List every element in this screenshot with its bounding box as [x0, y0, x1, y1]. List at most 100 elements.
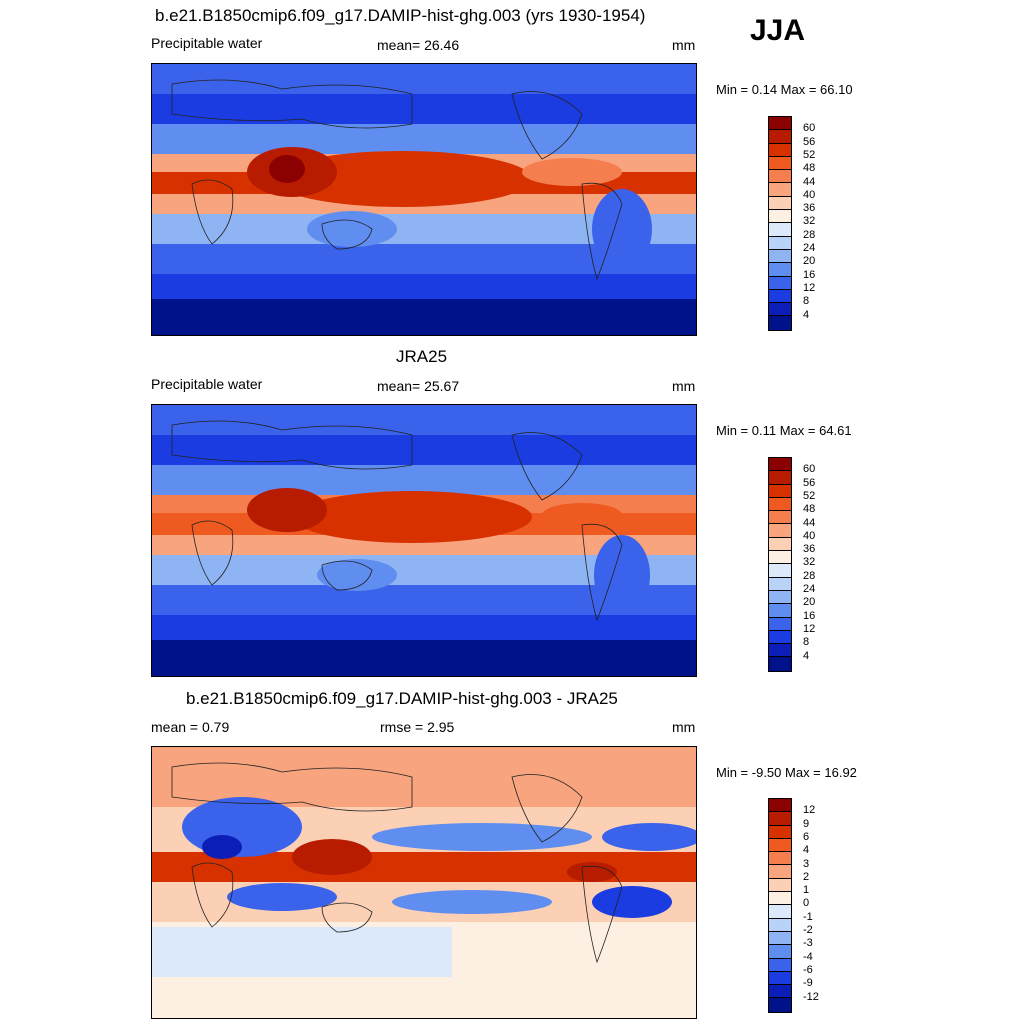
colorbar-label: 28: [803, 569, 816, 582]
colorbar-swatch: [769, 945, 791, 959]
colorbar-swatch: [769, 617, 791, 631]
colorbar-swatch: [769, 838, 791, 853]
colorbar-label: -2: [803, 924, 813, 936]
colorbar-label: -3: [803, 937, 813, 950]
panel2-variable: Precipitable water: [151, 376, 263, 392]
colorbar-label: 56: [803, 476, 816, 489]
panel1-minmax: Min = 0.14 Max = 66.10: [716, 82, 853, 97]
colorbar-swatch: [769, 812, 791, 826]
colorbar-label: 9: [803, 817, 810, 830]
colorbar-swatch: [769, 958, 791, 972]
panel2-mean: mean= 25.67: [377, 378, 460, 394]
colorbar-label: 60: [803, 463, 816, 476]
colorbar-swatch: [769, 604, 791, 618]
colorbar-label: 4: [803, 844, 810, 857]
colorbar-swatch: [769, 918, 791, 932]
colorbar-label: 32: [803, 556, 816, 569]
colorbar-swatch: [769, 263, 791, 277]
panel1-variable: Precipitable water: [151, 35, 263, 51]
colorbar-label: 28: [803, 228, 816, 241]
colorbar-swatch: [769, 577, 791, 591]
panel3-mean: mean = 0.79: [151, 719, 230, 735]
colorbar-swatch: [769, 210, 791, 224]
colorbar-label: 4: [803, 308, 810, 321]
colorbar-label: -12: [803, 990, 819, 1003]
colorbar-swatch: [769, 143, 791, 157]
panel1-title: b.e21.B1850cmip6.f09_g17.DAMIP-hist-ghg.…: [155, 6, 646, 25]
colorbar-label: 4: [803, 649, 810, 662]
colorbar-label: 60: [803, 122, 816, 135]
colorbar-label: 20: [803, 255, 816, 268]
colorbar-swatch: [769, 799, 791, 813]
colorbar-swatch: [769, 117, 791, 131]
colorbar-swatch: [769, 289, 791, 304]
colorbar-label: 52: [803, 148, 816, 161]
panel3-minmax: Min = -9.50 Max = 16.92: [716, 765, 857, 780]
colorbar-swatch: [769, 236, 791, 250]
colorbar-swatch: [769, 458, 791, 472]
colorbar-swatch: [769, 170, 791, 184]
colorbar-label: 44: [803, 516, 816, 529]
panel3-map: [151, 746, 697, 1019]
colorbar-label: 48: [803, 162, 816, 175]
colorbar-label: -6: [803, 963, 813, 976]
colorbar-swatch: [769, 852, 791, 866]
panel2-minmax: Min = 0.11 Max = 64.61: [716, 423, 852, 438]
colorbar-label: 3: [803, 857, 810, 870]
colorbar-swatch: [769, 905, 791, 919]
panel1-colorbar: [768, 116, 792, 331]
colorbar-label: 24: [803, 583, 816, 595]
colorbar-swatch: [769, 998, 791, 1012]
colorbar-swatch: [769, 196, 791, 211]
colorbar-label: 2: [803, 870, 810, 883]
colorbar-label: 48: [803, 503, 816, 516]
colorbar-label: -4: [803, 950, 813, 963]
colorbar-swatch: [769, 657, 791, 671]
panel2-title: JRA25: [396, 347, 448, 366]
colorbar-swatch: [769, 249, 791, 264]
colorbar-swatch: [769, 484, 791, 498]
colorbar-label: 56: [803, 135, 816, 148]
colorbar-label: -9: [803, 977, 813, 990]
colorbar-label: 8: [803, 636, 810, 649]
colorbar-swatch: [769, 865, 791, 879]
colorbar-label: 16: [803, 268, 816, 281]
colorbar-swatch: [769, 223, 791, 237]
colorbar-label: 40: [803, 529, 816, 542]
colorbar-label: 36: [803, 202, 816, 215]
colorbar-swatch: [769, 551, 791, 565]
colorbar-label: 12: [803, 622, 816, 635]
colorbar-label: 6: [803, 830, 810, 843]
colorbar-swatch: [769, 878, 791, 893]
colorbar-label: 24: [803, 242, 816, 254]
colorbar-swatch: [769, 276, 791, 290]
colorbar-swatch: [769, 303, 791, 317]
colorbar-swatch: [769, 183, 791, 197]
colorbar-label: 0: [803, 897, 810, 910]
colorbar-label: 12: [803, 281, 816, 294]
colorbar-swatch: [769, 156, 791, 171]
colorbar-label: 40: [803, 188, 816, 201]
colorbar-swatch: [769, 590, 791, 605]
colorbar-label: 44: [803, 175, 816, 188]
panel3-title: b.e21.B1850cmip6.f09_g17.DAMIP-hist-ghg.…: [186, 689, 618, 708]
colorbar-label: 1: [803, 884, 810, 897]
panel2-unit: mm: [672, 378, 696, 394]
colorbar-swatch: [769, 971, 791, 986]
panel2-map: [151, 404, 697, 677]
colorbar-label: 16: [803, 609, 816, 622]
colorbar-swatch: [769, 524, 791, 538]
colorbar-swatch: [769, 316, 791, 330]
panel3-rmse: rmse = 2.95: [380, 719, 455, 735]
colorbar-label: 36: [803, 543, 816, 556]
colorbar-swatch: [769, 511, 791, 525]
colorbar-label: 12: [803, 804, 816, 817]
colorbar-swatch: [769, 564, 791, 578]
colorbar-label: 20: [803, 596, 816, 609]
colorbar-swatch: [769, 644, 791, 658]
colorbar-label: 52: [803, 489, 816, 502]
colorbar-label: 8: [803, 295, 810, 308]
colorbar-swatch: [769, 825, 791, 839]
colorbar-swatch: [769, 471, 791, 485]
panel2-colorbar: [768, 457, 792, 672]
